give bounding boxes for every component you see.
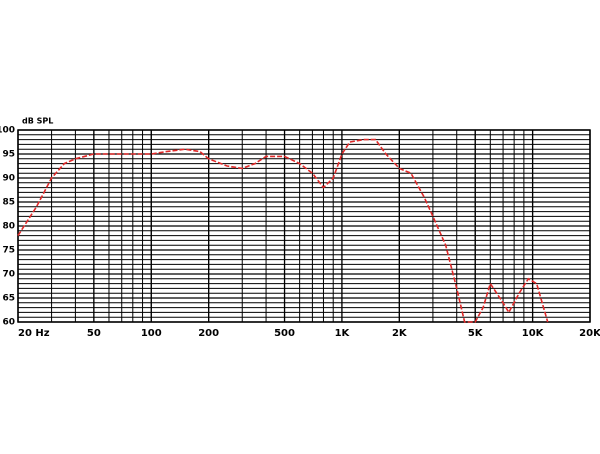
y-axis-label: dB SPL — [22, 117, 53, 126]
x-tick-label: 20 Hz — [18, 328, 50, 339]
x-tick-label: 200 — [198, 328, 219, 339]
x-tick-label: 500 — [274, 328, 295, 339]
y-tick-label: 90 — [2, 174, 15, 184]
y-tick-label: 100 — [0, 126, 15, 136]
response-curve — [17, 138, 549, 323]
x-tick-label: 100 — [141, 328, 162, 339]
x-tick-label: 1K — [335, 328, 351, 339]
y-tick-label: 95 — [2, 150, 15, 160]
y-tick-label: 80 — [2, 222, 15, 232]
y-tick-label: 70 — [2, 270, 15, 280]
y-tick-label: 60 — [2, 318, 15, 328]
y-tick-label: 75 — [2, 246, 15, 256]
x-tick-label: 50 — [87, 328, 101, 339]
y-tick-label: 85 — [2, 198, 15, 208]
y-tick-label: 65 — [2, 294, 15, 304]
x-tick-label: 2K — [392, 328, 408, 339]
plot-border — [17, 129, 591, 323]
x-tick-label: 20K — [579, 328, 600, 339]
x-tick-label: 10K — [522, 328, 545, 339]
x-tick-label: 5K — [468, 328, 484, 339]
